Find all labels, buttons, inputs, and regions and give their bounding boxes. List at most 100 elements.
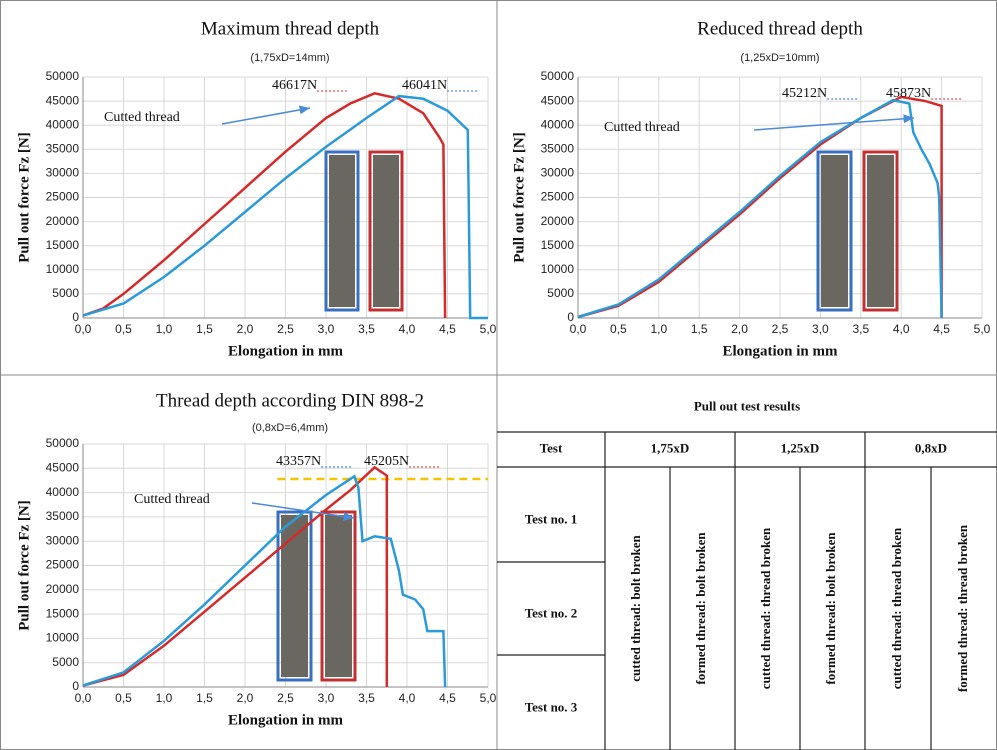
x-tick-label: 5,0 xyxy=(480,691,497,705)
x-tick-label: 1,5 xyxy=(691,322,708,336)
bolt-photo xyxy=(329,155,355,307)
x-tick-label: 0,0 xyxy=(75,322,92,336)
y-tick-label: 35000 xyxy=(541,141,575,155)
x-axis-label: Elongation in mm xyxy=(722,343,838,359)
y-tick-label: 20000 xyxy=(46,214,80,228)
series-line xyxy=(577,95,943,319)
y-tick-label: 50000 xyxy=(46,436,80,450)
annotation: Cutted thread xyxy=(134,492,210,507)
result-text: formed thread: bolt broken xyxy=(823,532,838,685)
y-tick-label: 30000 xyxy=(46,533,80,547)
x-tick-label: 2,5 xyxy=(772,322,789,336)
x-tick-label: 1,5 xyxy=(196,322,213,336)
bolt-photo xyxy=(373,155,399,307)
x-tick-label: 5,0 xyxy=(480,322,497,336)
row-label: Test no. 1 xyxy=(525,511,578,526)
result-text: formed thread: thread broken xyxy=(955,524,970,692)
y-tick-label: 5000 xyxy=(547,286,574,300)
result-text: cutted thread: thread broken xyxy=(758,527,773,689)
x-tick-label: 3,5 xyxy=(358,322,375,336)
y-tick-label: 45000 xyxy=(46,460,80,474)
series-line xyxy=(82,91,447,319)
y-tick-label: 5000 xyxy=(52,655,79,669)
x-tick-label: 1,0 xyxy=(156,322,173,336)
table-title: Pull out test results xyxy=(694,398,800,413)
y-tick-label: 50000 xyxy=(46,69,80,83)
series-line xyxy=(82,94,488,320)
y-tick-label: 45000 xyxy=(46,93,80,107)
chart-subtitle: (1,75xD=14mm) xyxy=(250,52,329,64)
bolt-photo xyxy=(821,155,848,307)
y-tick-label: 40000 xyxy=(46,485,80,499)
x-tick-label: 3,5 xyxy=(358,691,375,705)
annotation: 46617N xyxy=(272,78,317,93)
x-tick-label: 4,5 xyxy=(933,322,950,336)
y-tick-label: 20000 xyxy=(541,214,575,228)
chart-subtitle: (0,8xD=6,4mm) xyxy=(252,422,328,434)
x-tick-label: 3,5 xyxy=(852,322,869,336)
x-tick-label: 5,0 xyxy=(974,322,991,336)
result-text: cutted thread: thread broken xyxy=(889,527,904,689)
bolt-photo xyxy=(281,515,308,677)
y-tick-label: 25000 xyxy=(46,190,80,204)
y-tick-label: 5000 xyxy=(52,286,79,300)
bolt-photo-frame xyxy=(368,150,404,312)
series-line xyxy=(82,465,389,687)
row-label: Test no. 2 xyxy=(525,605,578,620)
x-tick-label: 4,0 xyxy=(399,322,416,336)
bolt-photo-frame xyxy=(816,150,853,312)
result-text: cutted thread: bolt broken xyxy=(628,534,643,681)
y-tick-label: 25000 xyxy=(541,190,575,204)
y-tick-label: 40000 xyxy=(46,117,80,131)
y-tick-label: 45000 xyxy=(541,93,575,107)
y-tick-label: 20000 xyxy=(46,582,80,596)
x-axis-label: Elongation in mm xyxy=(228,712,344,728)
y-tick-label: 35000 xyxy=(46,141,80,155)
y-axis-label: Pull out force Fz [N] xyxy=(16,500,32,631)
y-tick-label: 40000 xyxy=(541,117,575,131)
y-tick-label: 50000 xyxy=(541,69,575,83)
bolt-photo-frame xyxy=(276,510,313,682)
annotation: Cutted thread xyxy=(604,120,680,135)
x-tick-label: 3,0 xyxy=(318,322,335,336)
bolt-photo xyxy=(325,515,352,677)
y-tick-label: 0 xyxy=(567,310,574,324)
bolt-photo-frame xyxy=(320,510,357,682)
table-header: Test xyxy=(540,440,563,455)
chart-title: Maximum thread depth xyxy=(201,18,380,39)
x-tick-label: 1,5 xyxy=(196,691,213,705)
arrow xyxy=(221,105,311,125)
y-tick-label: 10000 xyxy=(46,631,80,645)
annotation: Cutted thread xyxy=(104,110,180,125)
y-tick-label: 0 xyxy=(72,310,79,324)
bolt-photo-frame xyxy=(862,150,899,312)
x-tick-label: 2,0 xyxy=(237,322,254,336)
bolt-photo-frame xyxy=(324,150,360,312)
annotation: 45873N xyxy=(886,86,931,101)
table-header: 1,25xD xyxy=(781,440,820,455)
arrow xyxy=(251,502,355,521)
x-tick-label: 0,5 xyxy=(610,322,627,336)
result-text: formed thread: bolt broken xyxy=(693,532,708,685)
y-tick-label: 15000 xyxy=(46,238,80,252)
y-tick-label: 30000 xyxy=(46,166,80,180)
x-tick-label: 2,5 xyxy=(277,322,294,336)
x-tick-label: 4,5 xyxy=(439,322,456,336)
x-tick-label: 1,0 xyxy=(650,322,667,336)
x-tick-label: 0,5 xyxy=(115,691,132,705)
x-tick-label: 4,0 xyxy=(399,691,416,705)
annotation: 45205N xyxy=(364,454,409,469)
chart-title: Reduced thread depth xyxy=(697,18,863,39)
y-tick-label: 25000 xyxy=(46,558,80,572)
x-tick-label: 2,0 xyxy=(731,322,748,336)
y-tick-label: 30000 xyxy=(541,166,575,180)
x-tick-label: 2,5 xyxy=(277,691,294,705)
series-line xyxy=(82,474,447,688)
annotation: 45212N xyxy=(782,86,827,101)
bolt-photo xyxy=(867,155,894,307)
y-tick-label: 35000 xyxy=(46,509,80,523)
y-tick-label: 15000 xyxy=(541,238,575,252)
y-tick-label: 10000 xyxy=(46,262,80,276)
y-tick-label: 0 xyxy=(72,679,79,693)
